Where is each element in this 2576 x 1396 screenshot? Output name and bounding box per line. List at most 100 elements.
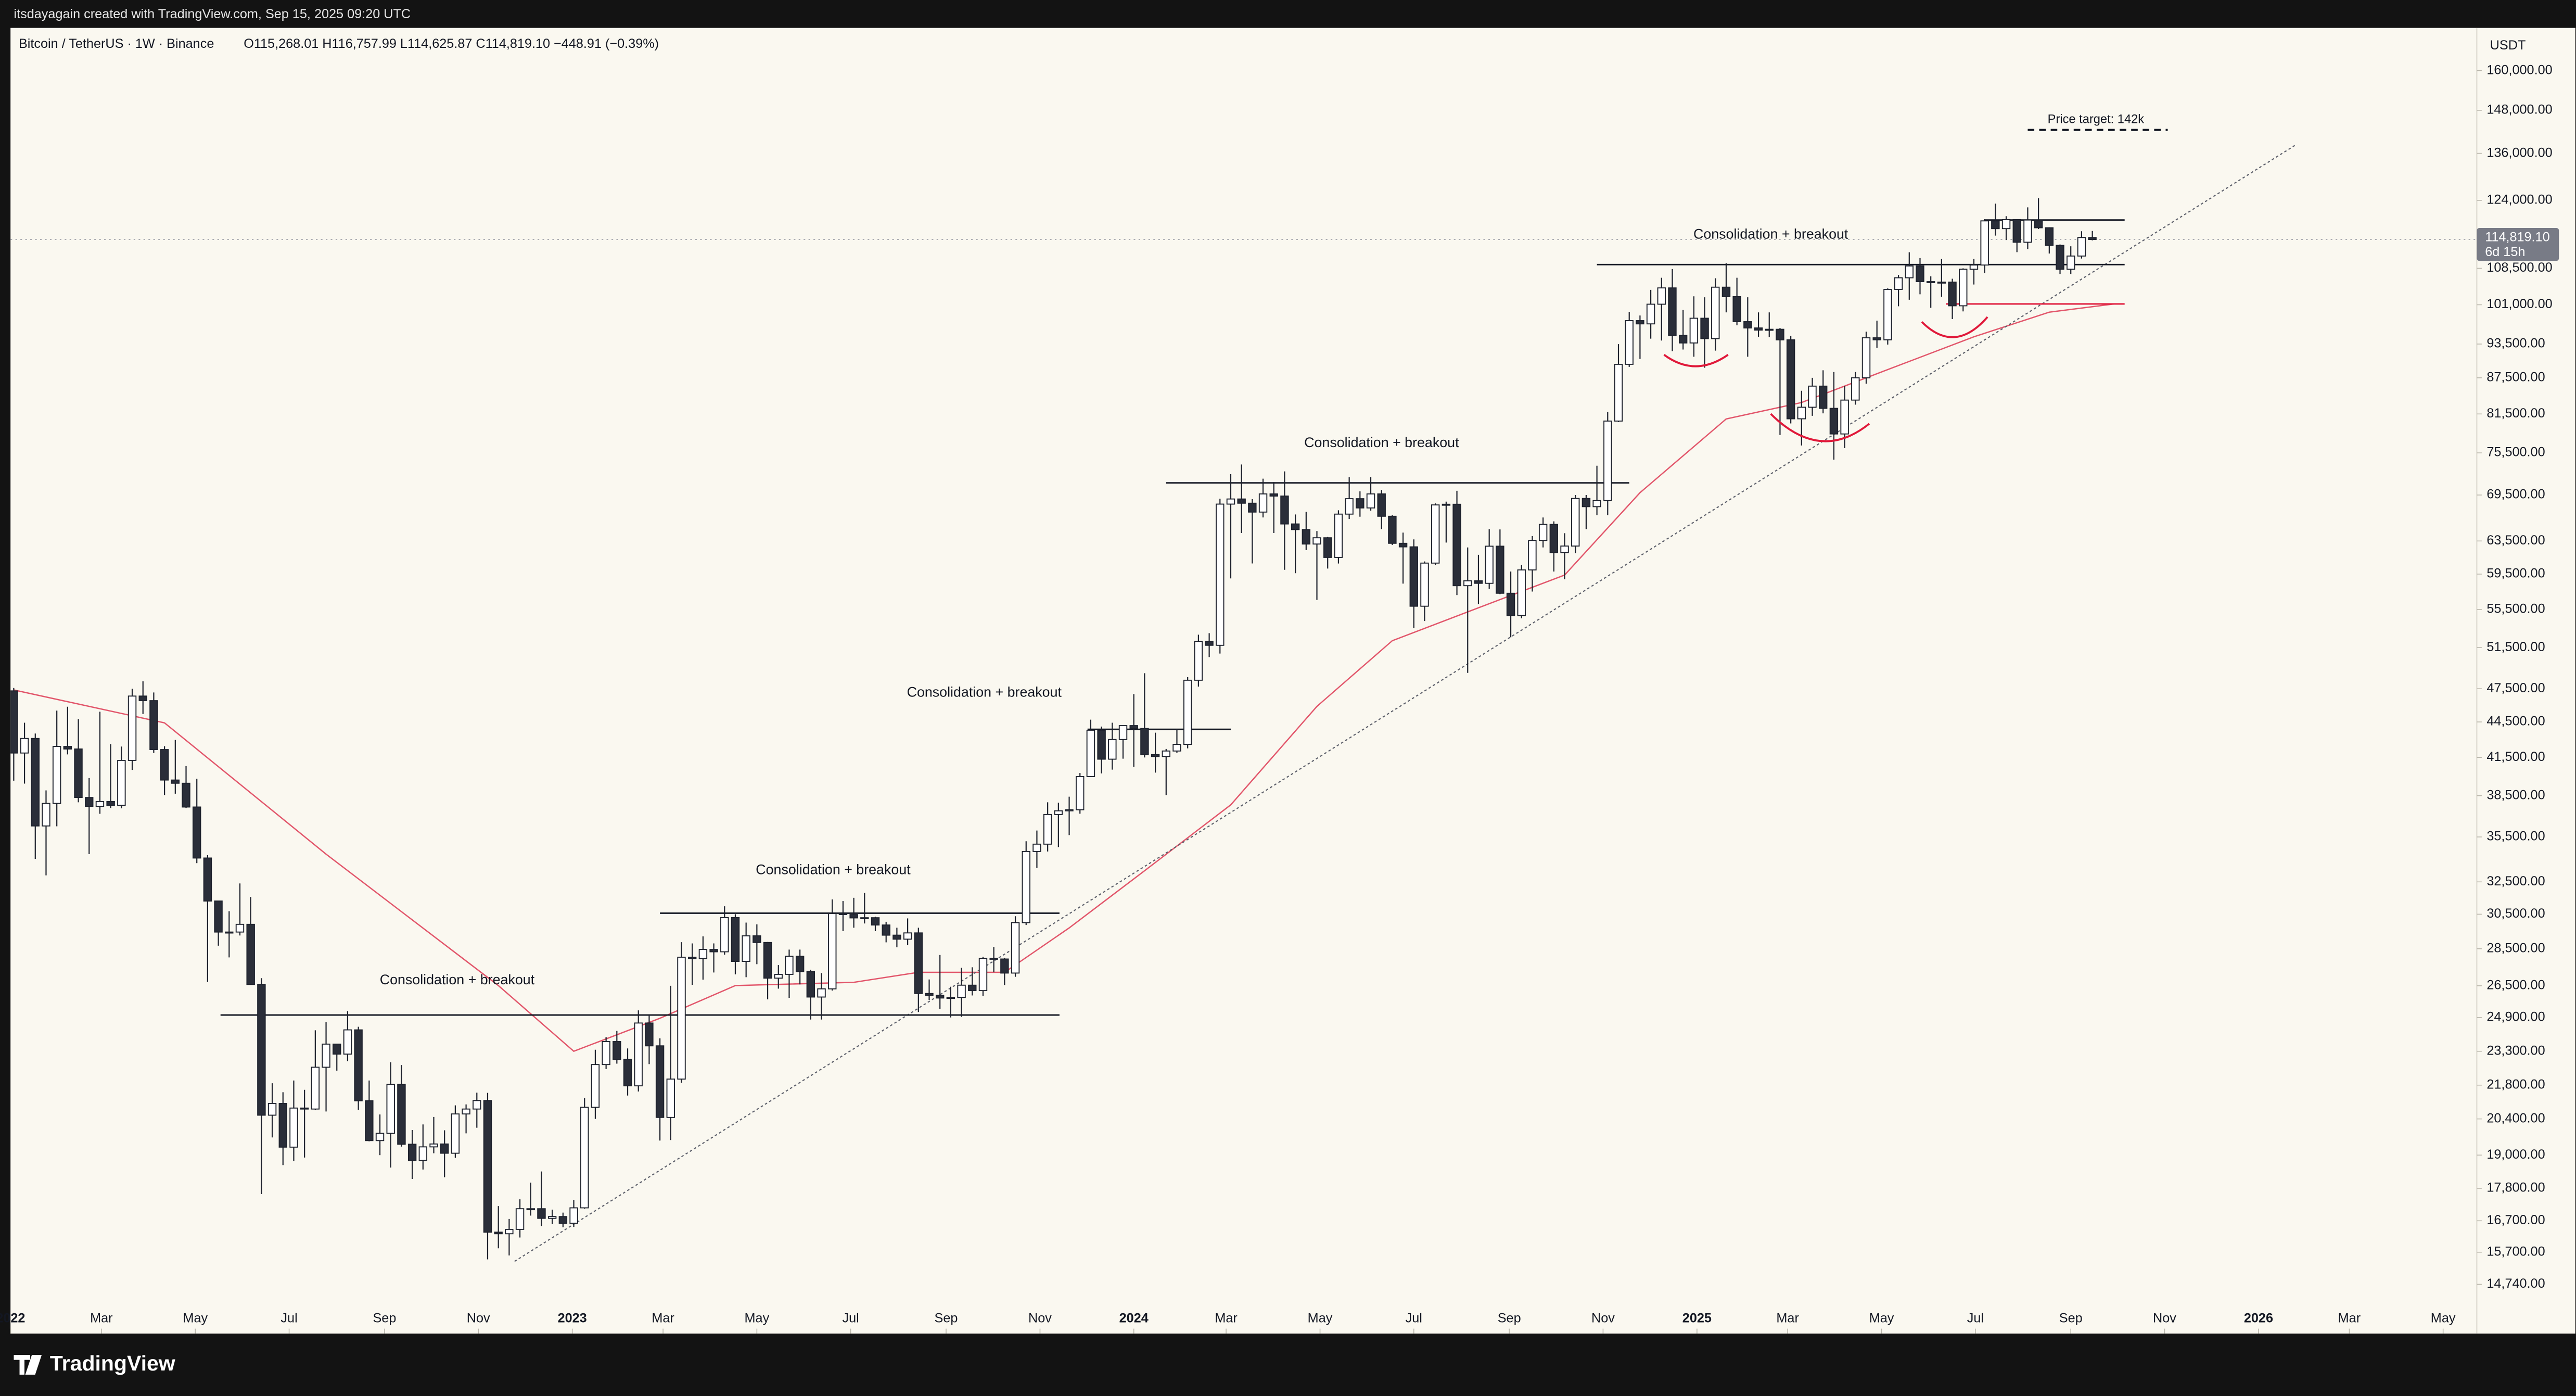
currency: USDT	[2490, 38, 2526, 53]
y-tick-label: 108,500.00	[2486, 260, 2552, 275]
annotation: Price target: 142k	[2048, 113, 2145, 126]
candle-body	[1162, 750, 1171, 757]
candle-body	[1678, 335, 1688, 344]
candle-body	[365, 1100, 374, 1141]
candle-body	[1603, 420, 1612, 501]
logo-mark	[14, 1355, 42, 1375]
y-tick-label: 124,000.00	[2486, 193, 2552, 207]
candle-body	[289, 1107, 298, 1148]
candle-body	[1452, 503, 1461, 587]
countdown-label: 6d 15h	[2485, 245, 2525, 259]
candle-body	[2012, 219, 2021, 243]
x-tick-label: May	[183, 1311, 208, 1325]
candle-body	[2034, 219, 2043, 229]
y-tick-label: 47,500.00	[2486, 681, 2545, 695]
candle-body	[1129, 725, 1138, 729]
candle-body	[1172, 744, 1181, 752]
candle-body	[806, 971, 815, 998]
candle-body	[386, 1084, 395, 1134]
candle-body	[1118, 725, 1128, 740]
candle-body	[978, 958, 988, 992]
candle-body	[1226, 498, 1235, 505]
candle-body	[1592, 500, 1601, 507]
candle-body	[1797, 407, 1806, 420]
candle-body	[1528, 540, 1537, 570]
candle-body	[1312, 537, 1321, 545]
candle-body	[2056, 245, 2064, 270]
candle-body	[1409, 546, 1418, 607]
last-price-box	[2477, 228, 2559, 261]
candle-body	[214, 900, 223, 933]
candle-body	[666, 1078, 675, 1118]
y-tick-label: 24,900.00	[2486, 1009, 2545, 1024]
x-tick-label: Sep	[2059, 1311, 2083, 1325]
candle-body	[655, 1045, 665, 1118]
candle-body	[1819, 385, 1828, 409]
candle-body	[1334, 513, 1343, 558]
plot-background	[10, 28, 2575, 1334]
candle-body	[1905, 265, 1914, 278]
x-tick-label: 2025	[1682, 1311, 1712, 1325]
x-tick-label: Sep	[935, 1311, 958, 1325]
symbol: Bitcoin / TetherUS · 1W · Binance	[19, 36, 214, 51]
candle-body	[2045, 227, 2054, 246]
candle-body	[117, 759, 126, 806]
candle-body	[1937, 282, 1946, 284]
candle-body	[774, 974, 783, 979]
candle-body	[1205, 641, 1214, 646]
candle-body	[505, 1228, 514, 1235]
candle-body	[569, 1207, 578, 1224]
candle-body	[267, 1102, 277, 1116]
candle-body	[2067, 255, 2075, 270]
y-tick-label: 32,500.00	[2486, 874, 2545, 889]
candle-body	[483, 1100, 492, 1233]
x-tick-label: Sep	[373, 1311, 396, 1325]
candle-body	[1420, 562, 1429, 607]
candle-body	[1808, 385, 1817, 408]
candle-body	[1140, 728, 1149, 755]
candle-body	[418, 1146, 428, 1161]
annotation: Consolidation + breakout	[1304, 435, 1459, 450]
candle-body	[1431, 504, 1440, 564]
candle-body	[537, 1208, 546, 1219]
y-tick-label: 44,500.00	[2486, 714, 2545, 729]
last-price-label: 114,819.10	[2485, 230, 2549, 245]
candle-body	[1872, 337, 1881, 340]
candle-body	[720, 917, 729, 953]
candle-body	[1108, 739, 1117, 760]
candle-body	[1959, 269, 1968, 307]
candle-body	[828, 913, 837, 989]
candle-body	[763, 942, 772, 979]
candle-body	[1356, 498, 1364, 509]
candle-body	[2023, 219, 2032, 243]
candle-body	[1485, 545, 1494, 584]
candle-body	[127, 695, 137, 761]
x-tick-label: Jul	[280, 1311, 297, 1325]
candle-body	[451, 1113, 460, 1154]
candle-body	[182, 782, 190, 808]
candle-body	[397, 1084, 406, 1145]
candle-body	[375, 1133, 385, 1141]
y-tick-label: 136,000.00	[2486, 145, 2552, 160]
candle-body	[1743, 321, 1752, 329]
candle-body	[946, 997, 955, 999]
candle-body	[1786, 339, 1795, 420]
axes: 160,000.00 148,000.00 136,000.00 124,000.00…	[0, 62, 2559, 1334]
candle-body	[1323, 537, 1332, 558]
candle-body	[1377, 493, 1386, 517]
candle-body	[849, 914, 858, 919]
candle-body	[160, 749, 169, 781]
candle-body	[742, 935, 750, 962]
candle-body	[1032, 843, 1041, 852]
y-tick-label: 30,500.00	[2486, 906, 2545, 921]
candle-body	[968, 984, 977, 992]
x-tick-label: May	[1869, 1311, 1894, 1325]
candle-body	[1076, 776, 1085, 810]
y-tick-label: 101,000.00	[2486, 297, 2552, 311]
candle-body	[31, 738, 40, 827]
candle-body	[817, 988, 826, 998]
candle-body	[1851, 377, 1860, 401]
candle-body	[300, 1107, 309, 1110]
